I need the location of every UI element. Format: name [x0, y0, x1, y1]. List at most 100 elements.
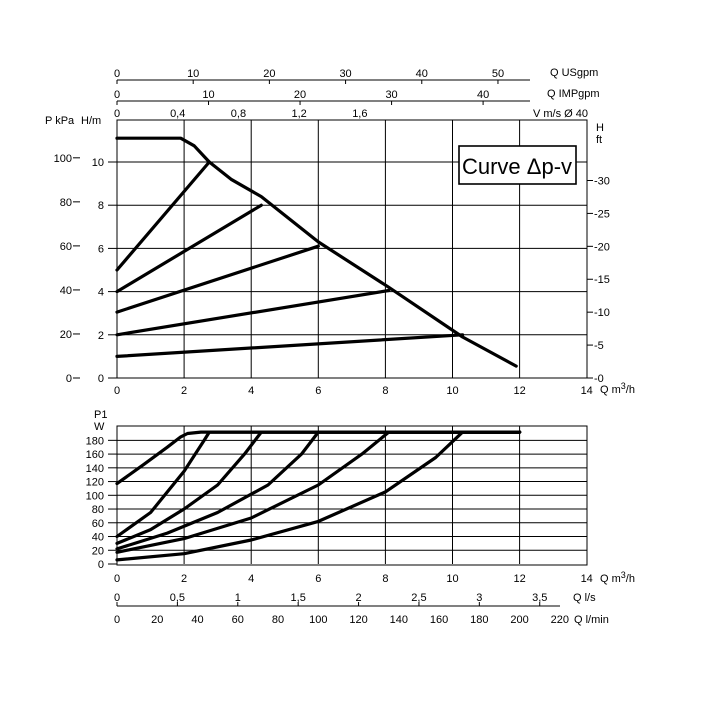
power-curve	[115, 430, 522, 562]
bottom-axis-tick-label: 40	[191, 614, 203, 626]
power-left-tick-label: 100	[86, 490, 104, 502]
bottom-axis-tick-label: 1,5	[291, 592, 306, 604]
head-x-ticks: 0 2 4 6 8 10 12 14	[114, 385, 593, 397]
power-left-tick-label: 60	[92, 518, 104, 530]
power-curve	[115, 430, 522, 554]
power-curve	[115, 430, 522, 546]
power-y-label-top: P1	[94, 409, 107, 421]
head-left-tick-m: 4	[98, 287, 104, 299]
head-control-curve	[115, 160, 211, 272]
usgpm-axis: 0 10 20 30 40 50 Q USgpm	[114, 67, 598, 84]
bottom-axis-tick-label: 0,5	[170, 592, 185, 604]
top-axis-tick-label: 30	[385, 89, 397, 101]
bottom-axis-tick-label: 2,5	[411, 592, 426, 604]
bottom-axis-tick-label: 80	[272, 614, 284, 626]
bottom-axis-tick-label: 2	[355, 592, 361, 604]
head-left-tick-m: 2	[98, 330, 104, 342]
bottom-axis-tick-label: 3,5	[532, 592, 547, 604]
top-axis-tick-label: 30	[339, 68, 351, 80]
power-x-tick-label: 6	[315, 573, 321, 585]
head-chart: 0 10 20 30 40 50 Q USgpm 0 10 20 30 40 Q IMPgpm 0…	[45, 67, 635, 397]
head-grid	[117, 120, 587, 378]
head-left-tick-kpa: 100	[54, 153, 72, 165]
top-axis-tick-label: 20	[263, 68, 275, 80]
power-x-tick-label: 12	[513, 573, 525, 585]
ls-axis: 0 0,5 1 1,5 2 2,5 3 3,5 Q l/s	[114, 592, 596, 607]
head-right-tick-label: -5	[594, 340, 604, 352]
impgpm-axis-label: Q IMPgpm	[547, 88, 600, 100]
top-axis-tick-label: 50	[492, 68, 504, 80]
bottom-axis-tick-label: 0	[114, 614, 120, 626]
power-grid	[117, 426, 587, 564]
top-axis-tick-label: 0	[114, 89, 120, 101]
head-right-tick-label: -30	[594, 175, 610, 187]
bottom-axis-tick-label: 200	[510, 614, 528, 626]
lmin-axis-label: Q l/min	[574, 614, 609, 626]
power-x-tick-label: 14	[581, 573, 593, 585]
head-x-tick-label: 10	[446, 385, 458, 397]
head-right-tick-label: -0	[594, 373, 604, 385]
curve-legend-text: Curve Δp-v	[462, 154, 572, 179]
ls-ticks: 0 0,5 1 1,5 2 2,5 3 3,5	[114, 592, 547, 606]
head-right-tick-label: -20	[594, 241, 610, 253]
top-axis-tick-label: 10	[202, 89, 214, 101]
power-curve	[115, 430, 522, 551]
head-left-tick-kpa: 20	[60, 329, 72, 341]
head-x-axis-label: Q m3/h	[600, 381, 635, 396]
head-right-tick-label: -25	[594, 208, 610, 220]
head-left-tick-m: 0	[98, 373, 104, 385]
power-left-tick-label: 140	[86, 463, 104, 475]
head-max-curve	[115, 136, 518, 368]
usgpm-ticks: 0 10 20 30 40 50	[114, 68, 504, 84]
head-y-label-head: H/m	[81, 115, 101, 127]
impgpm-axis: 0 10 20 30 40 Q IMPgpm	[114, 88, 600, 105]
impgpm-ticks: 0 10 20 30 40	[114, 89, 489, 105]
top-axis-tick-label: 0,8	[231, 108, 246, 120]
head-x-tick-label: 12	[513, 385, 525, 397]
power-left-tick-label: 180	[86, 435, 104, 447]
power-left-tick-label: 40	[92, 532, 104, 544]
power-y-label-unit: W	[94, 421, 105, 433]
head-x-tick-label: 6	[315, 385, 321, 397]
head-chart-frame	[116, 119, 588, 379]
head-left-tick-m: 8	[98, 200, 104, 212]
power-x-tick-label: 4	[248, 573, 254, 585]
bottom-axis-tick-label: 20	[151, 614, 163, 626]
top-axis-tick-label: 20	[294, 89, 306, 101]
power-x-axis-label: Q m3/h	[600, 570, 635, 585]
head-x-tick-label: 4	[248, 385, 254, 397]
head-left-tick-m: 6	[98, 243, 104, 255]
velocity-axis: 0 0,4 0,8 1,2 1,6 V m/s Ø 40	[114, 108, 588, 120]
bottom-axis-tick-label: 0	[114, 592, 120, 604]
head-right-label-bottom: ft	[596, 134, 602, 146]
head-right-tick-label: -15	[594, 274, 610, 286]
lmin-ticks: 0 20 40 60 80 100 120 140 160 180 200 220	[114, 614, 569, 626]
bottom-axis-tick-label: 100	[309, 614, 327, 626]
head-right-ticks: -0 -5 -10 -15 -20 -25 -30	[587, 175, 610, 385]
head-right-label-top: H	[596, 122, 604, 134]
velocity-axis-label: V m/s Ø 40	[533, 108, 588, 120]
head-left-tick-kpa: 60	[60, 241, 72, 253]
head-x-tick-label: 0	[114, 385, 120, 397]
power-left-tick-label: 0	[98, 559, 104, 571]
curve-legend-box	[458, 145, 577, 185]
head-left-tick-kpa: 40	[60, 285, 72, 297]
bottom-axis-tick-label: 180	[470, 614, 488, 626]
bottom-axis-tick-label: 1	[235, 592, 241, 604]
top-axis-tick-label: 0	[114, 108, 120, 120]
top-axis-tick-label: 10	[187, 68, 199, 80]
top-axis-tick-label: 1,2	[291, 108, 306, 120]
bottom-axis-tick-label: 60	[232, 614, 244, 626]
bottom-axis-tick-label: 220	[551, 614, 569, 626]
head-control-curve	[115, 203, 263, 294]
head-x-tick-label: 8	[382, 385, 388, 397]
head-x-tick-label: 14	[581, 385, 593, 397]
bottom-axis-tick-label: 160	[430, 614, 448, 626]
lmin-axis: 0 20 40 60 80 100 120 140 160 180 200 220 Q l/min	[114, 614, 609, 626]
ls-axis-label: Q l/s	[573, 592, 596, 604]
power-x-tick-label: 0	[114, 573, 120, 585]
head-control-curve	[115, 288, 391, 337]
